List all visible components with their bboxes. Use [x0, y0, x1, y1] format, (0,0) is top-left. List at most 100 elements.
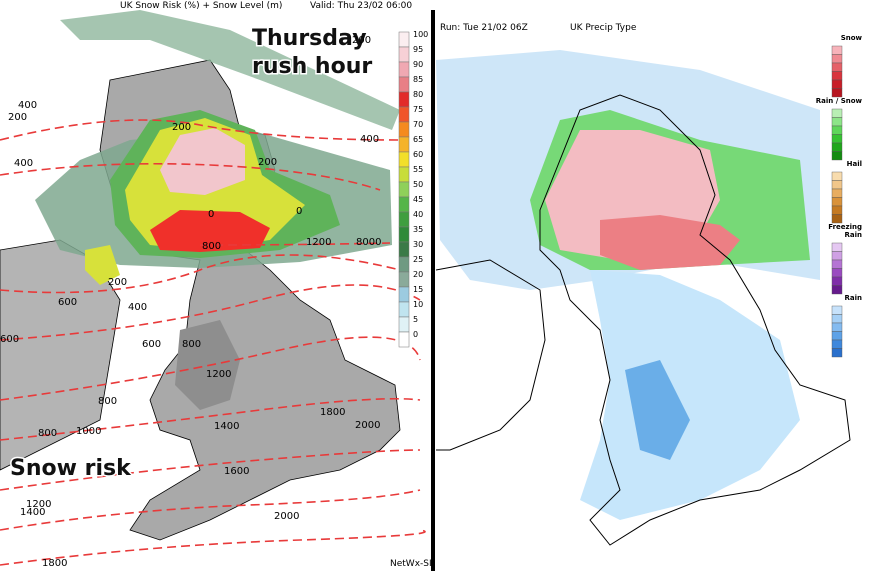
- snow-risk-core: [160, 128, 245, 195]
- overlay-label: Snow risk: [10, 456, 132, 481]
- legend-swatch: [831, 188, 843, 198]
- legend-swatch: [398, 61, 410, 78]
- legend-swatch: [831, 322, 843, 332]
- legend-label: 85: [413, 75, 423, 84]
- legend-swatch: [398, 76, 410, 93]
- legend-swatch: [831, 171, 843, 181]
- legend-swatch: [398, 226, 410, 243]
- legend-label: Rain: [845, 231, 863, 239]
- contour-label: 800: [182, 339, 201, 350]
- contour-label: 0: [296, 206, 302, 217]
- coastline-britain: [539, 94, 851, 546]
- legend-swatch: [398, 271, 410, 288]
- legend-label: 90: [413, 60, 423, 69]
- left-map: UK Snow Risk (%) + Snow Level (m) Valid:…: [0, 0, 432, 571]
- contour-label: 1400: [20, 507, 45, 518]
- legend-swatch: [398, 256, 410, 273]
- legend-swatch: [831, 251, 843, 261]
- legend-label: 0: [413, 330, 418, 339]
- snow-level-contour: [199, 242, 391, 246]
- legend-swatch: [831, 88, 843, 98]
- map-title: UK Snow Risk (%) + Snow Level (m): [120, 1, 282, 11]
- legend-swatch: [831, 134, 843, 144]
- legend-swatch: [831, 205, 843, 215]
- contour-label: 1200: [26, 499, 51, 510]
- contour-label: 2000: [274, 511, 299, 522]
- run-time: Run: Tue 21/02 06Z: [440, 23, 528, 33]
- legend-swatch: [398, 196, 410, 213]
- legend-swatch: [831, 214, 843, 224]
- contour-label: 600: [0, 334, 19, 345]
- legend-swatch: [398, 211, 410, 228]
- legend-swatch: [831, 142, 843, 152]
- snow-risk-patch: [85, 245, 120, 285]
- legend-swatch: [831, 180, 843, 190]
- legend-label: Freezing: [828, 223, 862, 231]
- contour-label: 1200: [306, 237, 331, 248]
- legend-swatch: [831, 339, 843, 349]
- snow-level-contour: [0, 162, 381, 191]
- legend-swatch: [831, 305, 843, 315]
- contour-label: 800: [98, 396, 117, 407]
- legend-label: 20: [413, 270, 423, 279]
- contour-label: 800: [202, 241, 221, 252]
- divider: [431, 10, 435, 571]
- contour-label: 200: [8, 112, 27, 123]
- snow-level-contour: [0, 254, 401, 294]
- contour-label: 1800: [42, 558, 67, 569]
- precip-rain: [580, 270, 800, 520]
- overlay-title: Thursday: [252, 26, 367, 51]
- legend-label: 45: [413, 195, 423, 204]
- legend-label: Rain: [845, 294, 863, 302]
- legend-label: Snow: [841, 34, 863, 42]
- legend-swatch: [831, 45, 843, 55]
- contour-label: 2000: [355, 420, 380, 431]
- snow-level-contour: [0, 336, 421, 401]
- legend-swatch: [831, 285, 843, 295]
- legend-swatch: [398, 301, 410, 318]
- contour-label: 1400: [214, 421, 239, 432]
- valid-time: Valid: Thu 23/02 06:00: [310, 1, 412, 11]
- contour-label: 600: [142, 339, 161, 350]
- legend-swatch: [398, 316, 410, 333]
- credit: NetWx-SI: [390, 559, 432, 569]
- snow-risk-low: [60, 10, 400, 130]
- contour-label: 0: [208, 209, 214, 220]
- legend-label: Rain / Snow: [816, 97, 863, 105]
- legend-swatch: [398, 91, 410, 108]
- legend-swatch: [831, 71, 843, 81]
- legend-swatch: [831, 259, 843, 269]
- legend-label: 95: [413, 45, 423, 54]
- legend-label: Hail: [847, 160, 862, 168]
- contour-label: 200: [108, 277, 127, 288]
- legend-swatch: [831, 242, 843, 252]
- legend-label: 100: [413, 30, 428, 39]
- contour-label: 8000: [356, 237, 381, 248]
- legend-swatch: [831, 54, 843, 64]
- legend-label: 80: [413, 90, 423, 99]
- legend-label: 30: [413, 240, 423, 249]
- contour-label: 1800: [320, 407, 345, 418]
- contour-label: 200: [172, 122, 191, 133]
- legend-label: 10: [413, 300, 423, 309]
- legend-label: 5: [413, 315, 418, 324]
- contour-label: 1000: [76, 426, 101, 437]
- map-title: UK Precip Type: [570, 23, 637, 33]
- legend-swatch: [831, 348, 843, 358]
- legend-swatch: [398, 106, 410, 123]
- legend-label: 60: [413, 150, 423, 159]
- legend-swatch: [831, 197, 843, 207]
- contour-label: 600: [58, 297, 77, 308]
- legend-label: 25: [413, 255, 423, 264]
- contour-label: 1200: [206, 369, 231, 380]
- legend-swatch: [831, 314, 843, 324]
- snow-level-contour: [0, 489, 421, 531]
- overlay-title: rush hour: [252, 54, 372, 79]
- snow-level-contour: [0, 397, 421, 441]
- legend-label: 55: [413, 165, 423, 174]
- contour-label: 200: [352, 35, 371, 46]
- legend-label: 35: [413, 225, 423, 234]
- contour-label: 400: [18, 100, 37, 111]
